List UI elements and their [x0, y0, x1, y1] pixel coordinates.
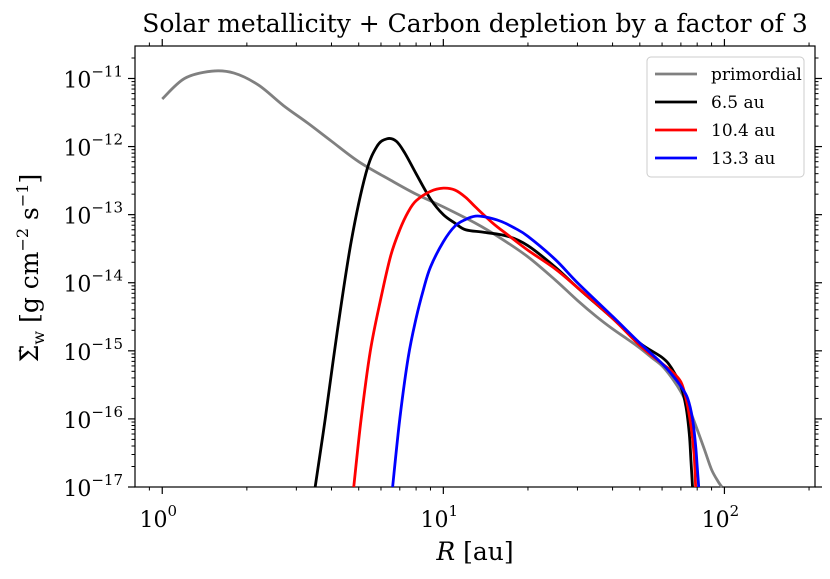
y-tick-label: 10−11 [63, 62, 123, 93]
x-tick-label: 100 [139, 502, 177, 533]
legend: primordial 6.5 au 10.4 au 13.3 au [646, 56, 805, 178]
series-line-13-3-au [391, 214, 701, 488]
x-tick-label: 101 [421, 502, 459, 533]
y-tick-label: 10−16 [63, 403, 123, 434]
y-tick-label: 10−13 [63, 199, 123, 230]
series-line-6-5-au [313, 137, 694, 488]
y-tick-label: 10−17 [63, 471, 123, 502]
chart-title: Solar metallicity + Carbon depletion by … [142, 9, 807, 38]
x-axis-label: R [au] [435, 537, 513, 566]
legend-box [646, 56, 805, 178]
legend-label: 10.4 au [711, 121, 775, 141]
legend-label: primordial [711, 65, 802, 85]
legend-label: 13.3 au [711, 149, 775, 169]
plot-frame [134, 45, 816, 488]
series-layer [161, 69, 724, 488]
series-line-10-4-au [352, 186, 698, 488]
legend-label: 6.5 au [711, 93, 765, 113]
x-tick-label: 102 [702, 502, 740, 533]
y-tick-label: 10−14 [63, 267, 123, 298]
y-axis-label: Σ̇w [g cm−2 s−1] [13, 174, 48, 363]
series-line-primordial [161, 69, 724, 488]
y-tick-label: 10−15 [63, 335, 123, 366]
tick-layer: 100 101 102 10−11 10−12 10−13 10−14 10−15 10−16 1… [63, 39, 822, 533]
y-tick-label: 10−12 [63, 131, 123, 162]
